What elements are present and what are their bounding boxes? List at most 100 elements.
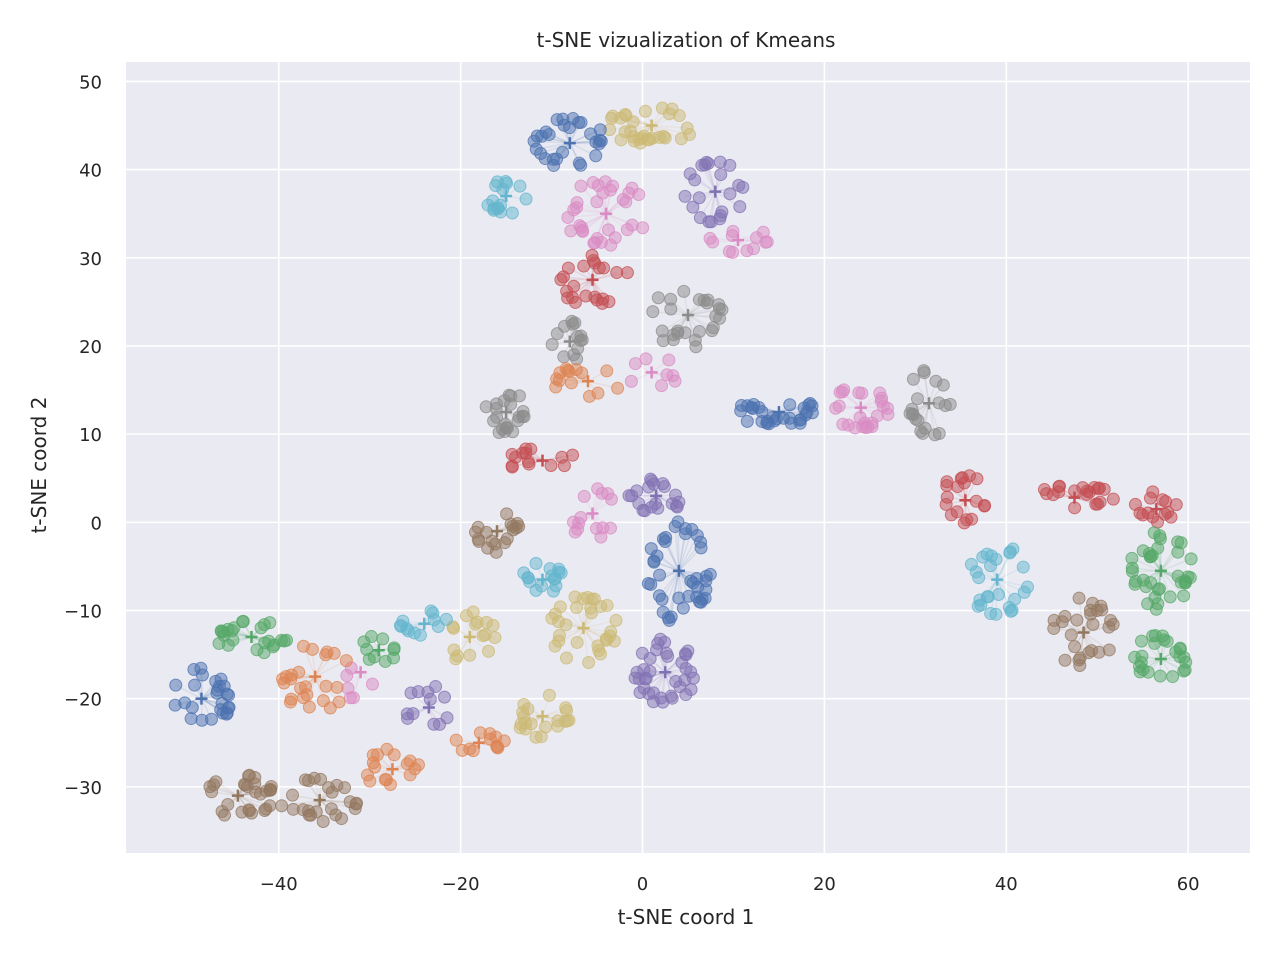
data-point [723,187,737,201]
data-point [977,499,991,513]
data-point [706,235,720,249]
data-point [1072,591,1086,605]
data-point [656,532,670,546]
data-point [1178,574,1192,588]
data-point [653,568,667,582]
data-point [263,799,277,813]
data-point [599,632,613,646]
x-axis-label: t-SNE coord 1 [618,905,755,929]
data-point [734,404,748,418]
data-point [187,663,201,677]
data-point [489,545,503,559]
x-tick-label: 60 [1177,874,1200,895]
data-point [553,600,567,614]
data-point [582,656,596,670]
data-point [1141,665,1155,679]
data-point [646,695,660,709]
data-point [976,550,990,564]
data-point [483,732,497,746]
centroid-marker [536,454,549,467]
data-point [542,688,556,702]
data-point [628,357,642,371]
data-point [984,559,998,573]
data-point [589,135,603,149]
data-point [469,617,483,631]
data-point [500,176,514,190]
data-point [561,261,575,275]
data-point [635,131,649,145]
data-point [504,389,518,403]
data-point [568,590,582,604]
data-point [214,672,228,686]
data-point [699,569,713,583]
data-point [1144,550,1158,564]
data-point [488,631,502,645]
data-point [486,618,500,632]
data-point [569,363,583,377]
data-point [320,645,334,659]
data-point [296,691,310,705]
data-point [832,399,846,413]
data-point [576,224,590,238]
data-point [679,661,693,675]
data-point [755,405,769,419]
x-tick-label: 20 [813,874,836,895]
centroid-markers [195,119,1167,807]
x-tick-label: −40 [260,874,298,895]
data-point [403,768,417,782]
data-point [1135,649,1149,663]
data-point [482,644,496,658]
x-tick-label: 40 [995,874,1018,895]
data-point [692,191,706,205]
data-point [491,741,505,755]
data-point [330,680,344,694]
data-point [188,678,202,692]
data-point [574,329,588,343]
centroid-marker [463,630,476,643]
data-point [184,712,198,726]
data-point [632,672,646,686]
centroid-marker [1077,626,1090,639]
data-point [1128,497,1142,511]
data-point [570,601,584,615]
data-point [736,180,750,194]
data-point [655,379,669,393]
centroid-marker [386,763,399,776]
y-tick-labels: −30 −20 −10 0 10 20 30 40 50 [64,72,102,798]
data-point [1005,603,1019,617]
data-point [740,244,754,258]
data-point [490,397,504,411]
centroid-marker [991,573,1004,586]
data-point [319,679,333,693]
data-point [680,121,694,135]
y-tick-label: 0 [91,513,102,534]
data-point [600,598,614,612]
data-point [638,104,652,118]
data-point [242,804,256,818]
data-point [686,200,700,214]
data-point [639,352,653,366]
data-point [557,459,571,473]
data-point [1184,552,1198,566]
data-point [509,450,523,464]
data-point [1058,609,1072,623]
data-point [671,324,685,338]
data-point [570,196,584,210]
centroid-marker [422,701,435,714]
data-point [678,189,692,203]
data-point [1166,670,1180,684]
data-point [568,295,582,309]
data-point [766,411,780,425]
y-tick-label: 40 [79,161,102,182]
data-point [1152,582,1166,596]
data-point [1174,536,1188,550]
data-point [962,469,976,483]
data-point [642,480,656,494]
data-point [534,146,548,160]
data-point [652,589,666,603]
data-point [940,479,954,493]
data-point [690,590,704,604]
data-point [1159,494,1173,508]
data-point [401,711,415,725]
centroid-marker [600,207,613,220]
